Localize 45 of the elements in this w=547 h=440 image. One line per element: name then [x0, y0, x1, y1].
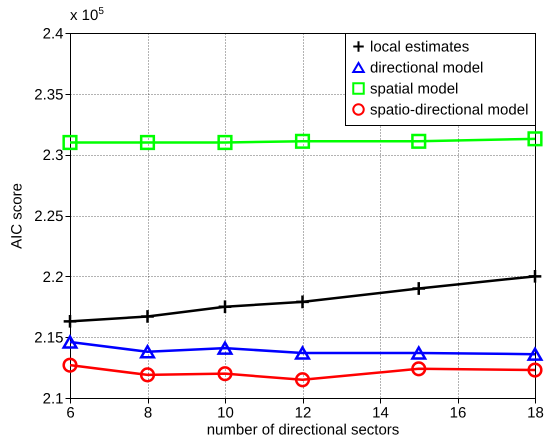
legend-label: local estimates [370, 38, 470, 56]
point [411, 346, 426, 360]
legend-label: spatio-directional model [370, 102, 528, 118]
point [217, 366, 233, 382]
point [527, 362, 543, 378]
text: x 10$^{5}$ [70, 6, 104, 24]
point [140, 134, 156, 150]
point [140, 345, 156, 358]
x-tick-label: 18 [527, 404, 544, 422]
x-tick-label: 8 [144, 404, 152, 422]
y-axis-title: AIC score [8, 183, 26, 249]
y-tick-label: 2.15 [34, 330, 64, 347]
point [62, 358, 78, 373]
legend-label: spatial model [370, 80, 458, 98]
point [527, 347, 543, 361]
x-tick-label: 10 [217, 404, 234, 422]
x-tick-label: 6 [66, 404, 75, 422]
point [217, 134, 233, 150]
point [62, 335, 78, 349]
point [62, 314, 78, 329]
x-tick-label: 12 [294, 404, 312, 422]
x-tick-label: 14 [372, 404, 389, 422]
point [411, 134, 426, 149]
y-tick-label: 2.25 [34, 208, 64, 225]
point [527, 268, 543, 284]
y-tick-label: 2.3 [42, 147, 64, 164]
point [140, 367, 156, 382]
legend-label: directional model [370, 60, 484, 76]
y-tick-label: 2.2 [42, 268, 64, 286]
point [217, 299, 233, 314]
y-tick-label: 2.4 [42, 26, 64, 42]
point [217, 341, 233, 355]
point [294, 294, 310, 310]
point [294, 134, 310, 149]
y-tick-label: 2.1 [42, 390, 64, 408]
point [294, 372, 310, 388]
y-tick-label: 2.35 [34, 86, 64, 104]
point [140, 308, 156, 324]
point [411, 280, 426, 296]
point [527, 131, 543, 146]
point [62, 134, 78, 150]
point [411, 361, 426, 376]
x-tick-label: 16 [450, 404, 466, 422]
x-axis-title: number of directional sectors [206, 422, 400, 438]
point [294, 346, 310, 360]
